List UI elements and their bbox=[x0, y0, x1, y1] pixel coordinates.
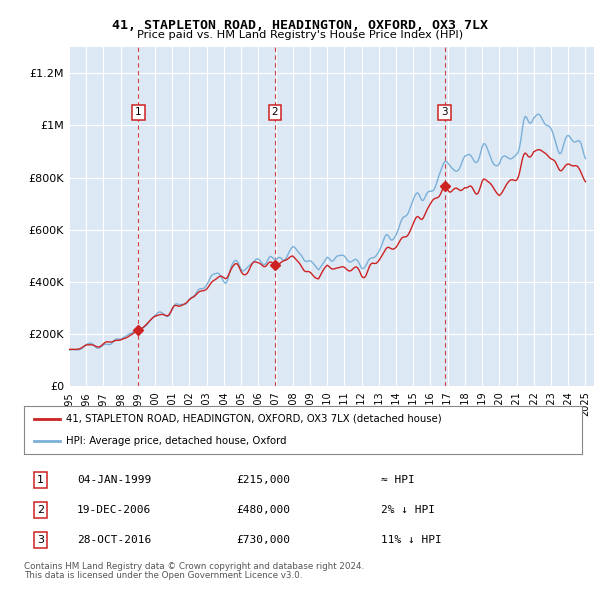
Text: £215,000: £215,000 bbox=[236, 475, 290, 485]
Text: 2: 2 bbox=[272, 107, 278, 117]
Text: 41, STAPLETON ROAD, HEADINGTON, OXFORD, OX3 7LX (detached house): 41, STAPLETON ROAD, HEADINGTON, OXFORD, … bbox=[66, 414, 442, 424]
Text: £480,000: £480,000 bbox=[236, 505, 290, 515]
Text: 19-DEC-2006: 19-DEC-2006 bbox=[77, 505, 151, 515]
Text: 28-OCT-2016: 28-OCT-2016 bbox=[77, 535, 151, 545]
Text: Contains HM Land Registry data © Crown copyright and database right 2024.: Contains HM Land Registry data © Crown c… bbox=[24, 562, 364, 571]
Text: 1: 1 bbox=[37, 475, 44, 485]
Text: 11% ↓ HPI: 11% ↓ HPI bbox=[381, 535, 442, 545]
Text: 2% ↓ HPI: 2% ↓ HPI bbox=[381, 505, 435, 515]
Text: 2: 2 bbox=[37, 505, 44, 515]
Text: 04-JAN-1999: 04-JAN-1999 bbox=[77, 475, 151, 485]
Text: 1: 1 bbox=[135, 107, 142, 117]
Text: £730,000: £730,000 bbox=[236, 535, 290, 545]
Text: 41, STAPLETON ROAD, HEADINGTON, OXFORD, OX3 7LX: 41, STAPLETON ROAD, HEADINGTON, OXFORD, … bbox=[112, 19, 488, 32]
Text: HPI: Average price, detached house, Oxford: HPI: Average price, detached house, Oxfo… bbox=[66, 436, 286, 446]
Text: 3: 3 bbox=[441, 107, 448, 117]
Text: ≈ HPI: ≈ HPI bbox=[381, 475, 415, 485]
Text: 3: 3 bbox=[37, 535, 44, 545]
Text: Price paid vs. HM Land Registry's House Price Index (HPI): Price paid vs. HM Land Registry's House … bbox=[137, 30, 463, 40]
Text: This data is licensed under the Open Government Licence v3.0.: This data is licensed under the Open Gov… bbox=[24, 571, 302, 580]
